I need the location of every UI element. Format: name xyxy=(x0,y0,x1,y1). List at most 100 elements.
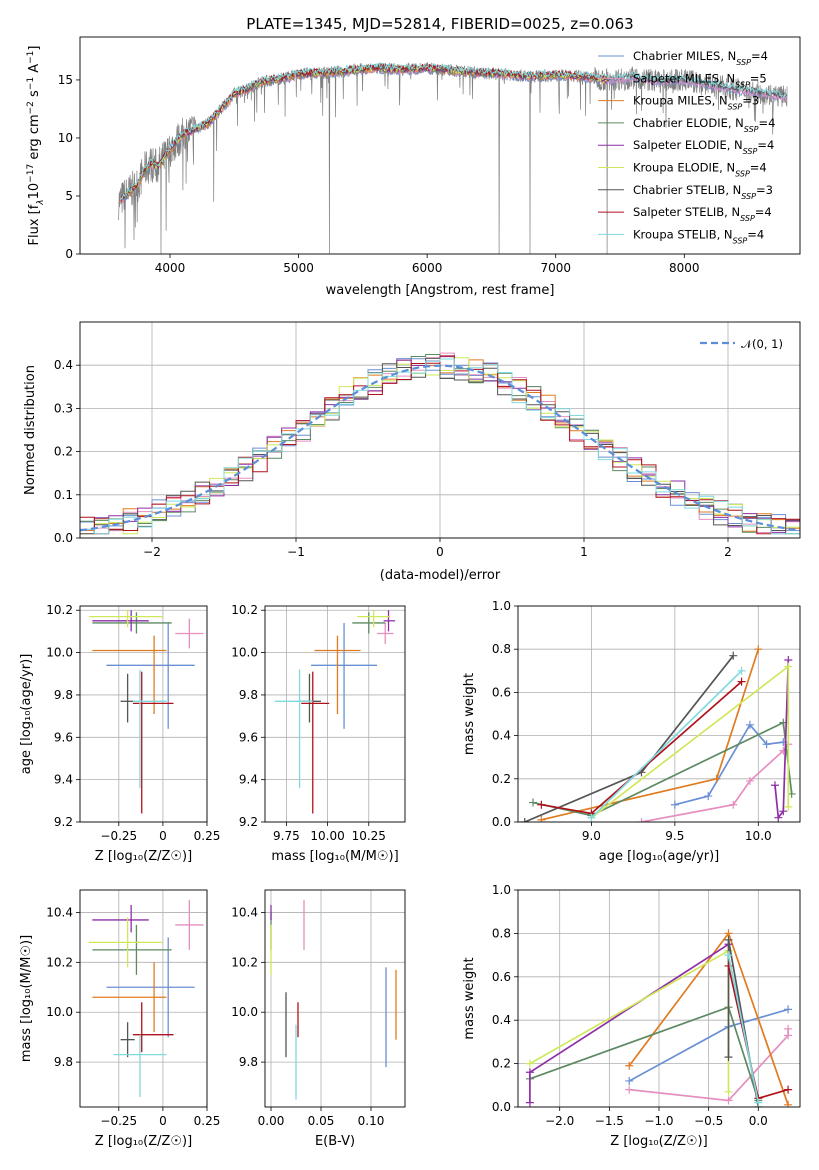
y-label-part: −17 xyxy=(26,164,36,183)
legend-count: =4 xyxy=(751,49,768,63)
x-tick-label: 9.0 xyxy=(582,829,601,843)
x-tick-label: 0 xyxy=(436,545,444,559)
legend-entry: 𝒩(0, 1) xyxy=(741,337,783,351)
y-tick-label: 0.6 xyxy=(492,685,511,699)
x-tick-label: 0.00 xyxy=(258,1114,285,1128)
y-tick-label: 0.3 xyxy=(54,401,73,415)
y-tick-label: 9.8 xyxy=(54,1055,73,1069)
y-tick-label: 0.0 xyxy=(492,1100,511,1114)
legend-entry: Chabrier ELODIE, NSSP=4 xyxy=(633,116,775,133)
y-label-part: ] xyxy=(27,46,42,51)
y-tick-label: 0.8 xyxy=(492,926,511,940)
y-label-part: erg cm xyxy=(27,114,42,163)
plot-area-mass_vs_ebv xyxy=(270,899,397,1100)
y-tick-label: 9.2 xyxy=(54,815,73,829)
y-tick-label: 9.4 xyxy=(54,773,73,787)
x-axis-label: E(B-V) xyxy=(315,1134,355,1149)
error-bar-point xyxy=(274,669,313,789)
x-axis-label: mass [log₁₀(M/M☉)] xyxy=(271,849,398,864)
y-tick-label: 0.2 xyxy=(492,772,511,786)
weight-marker xyxy=(525,1059,534,1068)
weight-marker xyxy=(754,645,763,654)
weight-marker xyxy=(745,720,754,729)
weight-marker xyxy=(784,662,793,671)
plot-area-age_vs_mass xyxy=(274,610,396,814)
legend-sub: SSP xyxy=(735,169,750,178)
legend-sub: SSP xyxy=(743,147,758,156)
x-tick-label: 10.0 xyxy=(745,829,772,843)
legend-text: Salpeter STELIB, N xyxy=(633,205,740,219)
x-tick-label: 9.75 xyxy=(273,829,300,843)
y-label-part: 10 xyxy=(27,183,42,200)
weight-line xyxy=(529,1006,760,1101)
legend-entry: Salpeter ELODIE, NSSP=4 xyxy=(633,138,774,156)
x-tick-label: 10.25 xyxy=(352,829,386,843)
error-bar-point xyxy=(92,635,167,714)
legend-text: Kroupa ELODIE, N xyxy=(633,161,735,175)
weight-series xyxy=(625,1024,793,1105)
weight-marker xyxy=(745,776,754,785)
x-tick-label: 0.25 xyxy=(194,1114,221,1128)
weight-marker xyxy=(525,1098,534,1107)
y-tick-label: 9.8 xyxy=(54,688,73,702)
y-tick-label: 15 xyxy=(58,73,73,87)
y-tick-label: 9.4 xyxy=(239,773,258,787)
x-axis-label: age [log₁₀(age/yr)] xyxy=(599,849,720,864)
weight-marker xyxy=(625,1061,634,1070)
x-tick-label: −1 xyxy=(287,545,305,559)
error-bar-point xyxy=(88,917,163,968)
weight-marker xyxy=(529,798,538,807)
legend-sub: SSP xyxy=(744,124,759,133)
y-tick-label: 10.4 xyxy=(231,905,258,919)
y-axis-label: mass weight xyxy=(462,957,477,1039)
weight-marker xyxy=(520,818,529,822)
weight-marker xyxy=(784,1024,793,1033)
x-tick-label: 8000 xyxy=(669,261,700,275)
x-tick-label: −1.0 xyxy=(644,1114,673,1128)
y-tick-label: 1.0 xyxy=(492,599,511,613)
legend-entry: Chabrier STELIB, NSSP=3 xyxy=(633,183,773,201)
legend-sub: SSP xyxy=(736,58,751,67)
legend-text: Chabrier MILES, N xyxy=(633,49,736,63)
y-tick-label: 9.6 xyxy=(54,730,73,744)
weight-marker xyxy=(587,813,596,822)
axes-age_vs_mass: 9.75 10.00 10.25 9.2 9.4 9.6 9.8 10.0 10.2 mass [… xyxy=(231,603,406,864)
figure-title: PLATE=1345, MJD=52814, FIBERID=0025, z=0… xyxy=(246,15,633,33)
legend-count: =4 xyxy=(759,116,776,130)
x-tick-label: 0 xyxy=(159,1114,167,1128)
legend-count: =5 xyxy=(750,71,767,85)
legend-entry: Kroupa STELIB, NSSP=4 xyxy=(633,227,764,245)
x-axis-label: wavelength [Angstrom, rest frame] xyxy=(326,283,555,298)
y-label-part: −1 xyxy=(26,51,36,64)
error-bar-point xyxy=(175,618,204,649)
y-label-part: s xyxy=(27,90,42,101)
y-tick-label: 0.4 xyxy=(492,729,511,743)
weight-series xyxy=(587,662,793,822)
legend-sub: SSP xyxy=(741,191,756,200)
x-axis-label: Z [log₁₀(Z/Z☉)] xyxy=(610,1134,707,1149)
error-bar-point xyxy=(120,1022,135,1058)
weight-line xyxy=(541,648,760,821)
spectrum-line xyxy=(118,62,788,254)
x-axis-label: (data-model)/error xyxy=(380,568,501,583)
y-label-part: Flux [f xyxy=(27,204,42,245)
legend-entry: Salpeter MILES, NSSP=5 xyxy=(633,71,767,89)
y-tick-label: 1.0 xyxy=(492,883,511,897)
weight-series xyxy=(724,961,793,1103)
legend-sub: SSP xyxy=(740,214,755,223)
y-tick-label: 0.4 xyxy=(54,358,73,372)
weight-marker xyxy=(537,800,546,809)
error-bar-point xyxy=(377,622,394,645)
legend-text: Salpeter MILES, N xyxy=(633,71,735,85)
y-tick-label: 0.0 xyxy=(54,531,73,545)
weight-marker xyxy=(784,1005,793,1014)
weight-marker xyxy=(784,1085,793,1094)
y-tick-label: 9.2 xyxy=(239,815,258,829)
weight-marker xyxy=(525,1068,534,1077)
weight-marker xyxy=(724,1096,733,1105)
error-bar-point xyxy=(92,610,149,632)
y-tick-label: 10.2 xyxy=(46,955,73,969)
y-tick-label: 9.6 xyxy=(239,730,258,744)
x-axis-label: Z [log₁₀(Z/Z☉)] xyxy=(95,849,192,864)
axes-mass_vs_Z: −0.25 0 0.25 9.8 10.0 10.2 10.4 Z [log₁₀(Z/Z☉)]… xyxy=(19,889,221,1149)
